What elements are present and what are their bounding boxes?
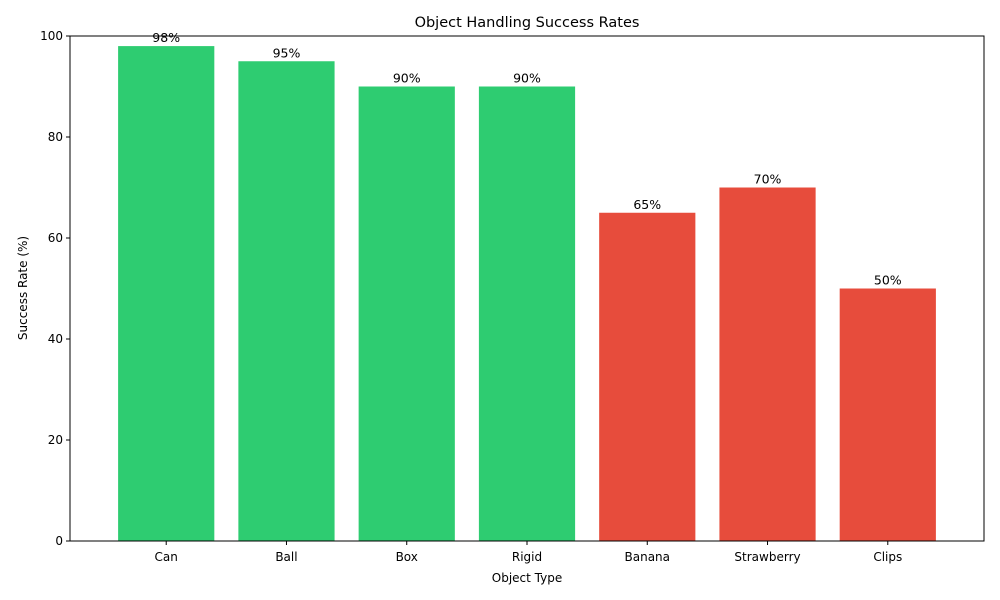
y-tick-label: 20 xyxy=(48,433,63,447)
bar-value-label: 70% xyxy=(754,172,782,187)
x-tick-label: Banana xyxy=(625,550,671,564)
bar-can xyxy=(118,46,215,541)
x-tick-label: Clips xyxy=(873,550,902,564)
plot-area: 98% 95% 90% 90% 65% 70% 50% Can Ball Box Rigid Bana… xyxy=(40,29,985,564)
bar-value-label: 90% xyxy=(513,71,541,86)
bar-box xyxy=(358,86,455,541)
y-tick-label: 40 xyxy=(48,332,63,346)
x-tick-label: Ball xyxy=(275,550,297,564)
y-tick-label: 80 xyxy=(48,130,63,144)
bar-strawberry xyxy=(719,187,816,541)
x-tick-label: Rigid xyxy=(512,550,542,564)
y-tick-label: 100 xyxy=(40,29,63,43)
y-tick-label: 0 xyxy=(55,534,63,548)
bar-value-label: 90% xyxy=(393,71,421,86)
x-axis-title: Object Type xyxy=(492,571,562,585)
bar-value-label: 95% xyxy=(273,45,301,60)
bar-value-label: 98% xyxy=(152,30,180,45)
y-tick-label: 60 xyxy=(48,231,63,245)
x-tick-label: Can xyxy=(155,550,178,564)
bar-value-label: 65% xyxy=(633,197,661,212)
y-axis-title: Success Rate (%) xyxy=(16,236,30,340)
chart-title: Object Handling Success Rates xyxy=(415,15,640,31)
bar-banana xyxy=(599,212,696,541)
bar-clips xyxy=(839,288,936,541)
bar-rigid xyxy=(478,86,576,541)
bar-value-label: 50% xyxy=(874,273,902,288)
x-tick-label: Strawberry xyxy=(734,550,800,564)
bar-ball xyxy=(238,61,335,541)
x-tick-label: Box xyxy=(396,550,418,564)
